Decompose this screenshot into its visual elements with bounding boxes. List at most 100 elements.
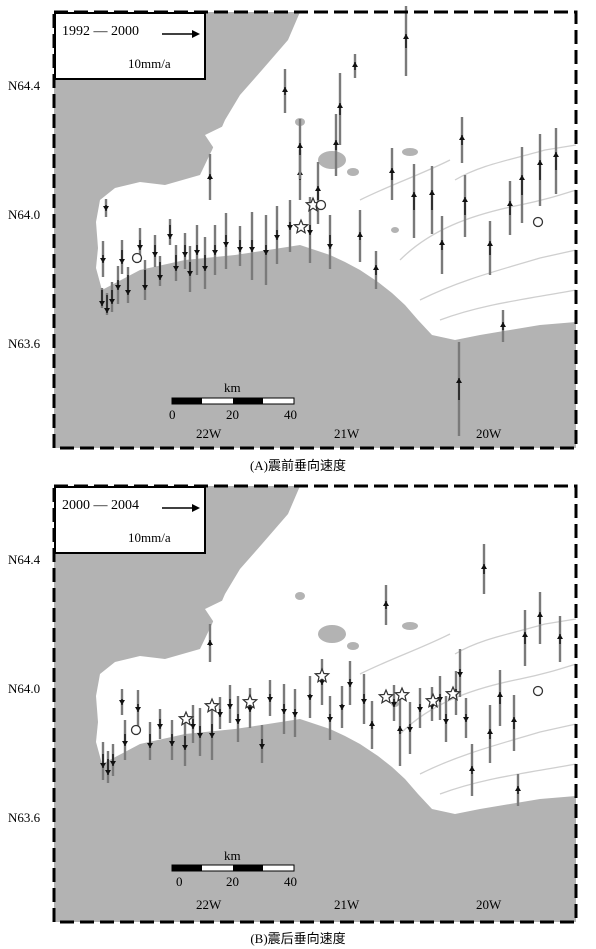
arrow-up-icon — [462, 197, 468, 202]
arrow-up-icon — [463, 717, 469, 722]
arrow-up-icon — [327, 244, 333, 249]
arrow-up-icon — [515, 786, 521, 791]
scale-title: km — [224, 848, 241, 863]
arrow-up-icon — [287, 225, 293, 230]
legend-period: 1992 — 2000 — [62, 24, 139, 39]
star-icon — [377, 688, 395, 704]
arrow-up-icon — [337, 103, 343, 108]
arrow-up-icon — [319, 680, 325, 685]
arrow-up-icon — [507, 201, 513, 206]
arrow-up-icon — [223, 242, 229, 247]
arrow-up-icon — [202, 266, 208, 271]
arrow-up-icon — [122, 741, 128, 746]
lon-label-22w: 22W — [196, 426, 222, 441]
arrow-up-icon — [249, 247, 255, 252]
arrow-up-icon — [281, 709, 287, 714]
arrow-up-icon — [152, 252, 158, 257]
arrow-up-icon — [369, 721, 375, 726]
circle-icon — [130, 724, 142, 736]
arrow-up-icon — [373, 265, 379, 270]
arrow-up-icon — [297, 143, 303, 148]
arrow-up-icon — [315, 186, 321, 191]
arrow-up-icon — [207, 640, 213, 645]
arrow-up-icon — [187, 271, 193, 276]
arrow-up-icon — [361, 699, 367, 704]
arrow-up-icon — [105, 770, 111, 775]
arrow-up-icon — [411, 192, 417, 197]
arrow-up-icon — [100, 258, 106, 263]
arrow-up-icon — [259, 744, 265, 749]
arrow-up-icon — [182, 252, 188, 257]
arrow-up-icon — [263, 250, 269, 255]
arrow-up-icon — [110, 761, 116, 766]
scale-tick-40: 40 — [284, 874, 297, 889]
arrow-up-icon — [389, 168, 395, 173]
arrow-up-icon — [487, 241, 493, 246]
caption-b: (B)震后垂向速度 — [250, 931, 346, 946]
arrow-up-icon — [553, 152, 559, 157]
arrow-up-icon — [456, 378, 462, 383]
arrow-up-icon — [103, 206, 109, 211]
arrow-up-icon — [182, 745, 188, 750]
arrow-up-icon — [125, 290, 131, 295]
velocity-arrows — [100, 544, 563, 806]
legend-box: 2000 — 2004 10mm/a — [54, 486, 206, 554]
earthquake-markers — [177, 667, 462, 726]
star-icon — [241, 693, 259, 709]
arrow-up-icon — [100, 763, 106, 768]
arrow-up-icon — [403, 34, 409, 39]
arrow-up-icon — [557, 634, 563, 639]
legend-arrow-icon — [162, 30, 200, 38]
arrow-up-icon — [169, 741, 175, 746]
arrow-up-icon — [459, 135, 465, 140]
velocity-arrows — [99, 6, 559, 436]
star-icon — [203, 697, 221, 713]
arrow-up-icon — [500, 322, 506, 327]
star-icon — [313, 667, 331, 683]
arrow-up-icon — [267, 697, 273, 702]
lon-label-21w: 21W — [334, 897, 360, 912]
arrow-up-icon — [217, 712, 223, 717]
legend-scale: 10mm/a — [128, 530, 171, 545]
scale-bar — [171, 864, 295, 872]
arrow-up-icon — [207, 174, 213, 179]
star-icon — [444, 685, 462, 701]
map-canvas-b — [52, 484, 578, 924]
arrow-up-icon — [443, 719, 449, 724]
arrow-up-icon — [357, 232, 363, 237]
scale-title: km — [224, 380, 241, 395]
map-panel-a: 1992 — 2000 10mm/a N64.4 N64.0 N63.6 22W… — [0, 0, 596, 474]
arrow-up-icon — [537, 612, 543, 617]
rivers — [359, 618, 577, 795]
arrow-up-icon — [142, 285, 148, 290]
star-icon — [393, 686, 411, 702]
arrow-up-icon — [115, 285, 121, 290]
arrow-up-icon — [119, 700, 125, 705]
lat-label-n64-0: N64.0 — [8, 207, 41, 222]
land-peninsula — [205, 70, 300, 150]
arrow-up-icon — [519, 175, 525, 180]
arrow-up-icon — [167, 234, 173, 239]
rivers — [359, 144, 577, 321]
arrow-up-icon — [339, 705, 345, 710]
arrow-up-icon — [237, 247, 243, 252]
scale-tick-0: 0 — [176, 874, 183, 889]
station-markers — [130, 685, 544, 736]
earthquake-markers — [292, 196, 322, 234]
arrow-up-icon — [227, 704, 233, 709]
circle-icon — [532, 216, 544, 228]
star-icon — [424, 692, 442, 708]
circle-icon — [131, 252, 143, 264]
scale-tick-20: 20 — [226, 874, 239, 889]
arrow-up-icon — [522, 632, 528, 637]
arrow-up-icon — [235, 719, 241, 724]
arrow-up-icon — [469, 766, 475, 771]
arrow-up-icon — [487, 729, 493, 734]
lat-label-n63-6: N63.6 — [8, 336, 41, 351]
lat-label-n64-0: N64.0 — [8, 681, 41, 696]
arrow-up-icon — [173, 266, 179, 271]
lon-label-20w: 20W — [476, 897, 502, 912]
arrow-up-icon — [292, 712, 298, 717]
arrow-up-icon — [407, 727, 413, 732]
land-area — [96, 486, 576, 814]
